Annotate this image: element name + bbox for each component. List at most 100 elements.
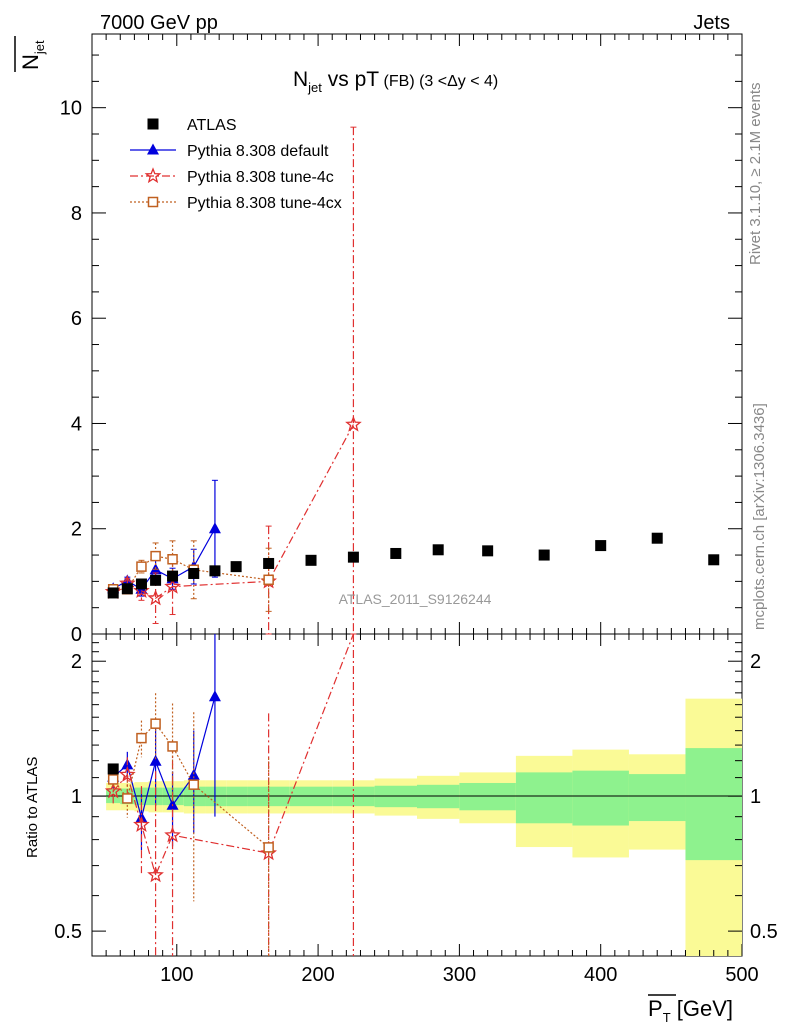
data-point-marker [122,793,133,804]
axis-ticks: 100 200 300 400 500 0 2 4 6 8 10 0.5 0.5 1 1 2 2 [54,34,778,986]
main-y-label-text: N [18,54,43,70]
data-point-marker [150,718,161,729]
ratio-band-inner [572,770,629,826]
series-line-main [112,424,354,599]
legend-label: Pythia 8.308 default [187,143,329,160]
title-range: (3 <Δy < 4) [419,73,498,90]
data-point-marker [482,545,494,557]
data-point-marker [263,557,275,569]
data-point-marker [147,118,159,130]
x-tick-label: 500 [725,964,758,986]
chart-title: Njet vs pT (FB) (3 <Δy < 4) [293,68,498,95]
svg-text:Njet: Njet [18,40,47,70]
x-tick-label: 300 [443,964,476,986]
x-tick-label: 400 [584,964,617,986]
data-point-marker [345,415,362,432]
ratio-y-tick-label-right: 2 [750,651,761,673]
ratio-band-inner [628,774,686,822]
x-tick-label: 100 [160,964,193,986]
data-point-marker [150,574,162,586]
x-tick-label: 200 [301,964,334,986]
data-point-marker [133,815,150,832]
data-point-marker [150,550,161,562]
data-point-marker [538,549,550,561]
series-pythia-8-308-default [107,479,221,597]
ratio-y-axis-label: Ratio to ATLAS [24,757,41,858]
data-point-marker [136,732,147,744]
ratio-y-tick-label-left: 1 [71,786,82,808]
x-label-sub: T [663,1010,671,1024]
svg-text:PT [GeV]: PT [GeV] [648,996,733,1024]
data-point-marker [121,583,133,595]
data-point-marker [147,866,164,883]
data-point-marker [149,754,162,766]
data-point-marker [164,577,181,594]
ratio-y-tick-label-left: 0.5 [54,921,82,943]
title-main-sub: jet [307,80,322,95]
data-point-marker [167,554,178,565]
main-y-tick-label: 8 [71,203,82,225]
main-y-axis-label: Njet [14,36,47,72]
data-point-marker [209,565,221,577]
legend: ATLAS Pythia 8.308 default Pythia 8.308 tu… [130,117,342,212]
x-label-text: P [648,996,663,1021]
data-point-marker [188,779,199,790]
title-small: (FB) [379,73,419,90]
data-point-marker [651,532,663,544]
data-point-marker [135,578,147,590]
legend-label: Pythia 8.308 tune-4c [187,169,334,186]
ratio-band-inner [515,772,573,824]
data-point-marker [119,765,136,782]
data-point-marker [432,544,444,556]
data-point-marker [167,741,178,752]
series-line-ratio [112,633,354,877]
data-point-marker [136,561,147,572]
data-series [104,126,720,956]
data-point-marker [107,763,119,775]
data-point-marker [708,554,720,566]
main-y-tick-label: 6 [71,308,82,330]
analysis-label: ATLAS_2011_S9126244 [339,591,492,607]
data-point-marker [208,522,221,534]
data-point-marker [167,570,179,582]
ratio-band-inner [417,784,460,809]
main-y-tick-label: 0 [71,624,82,646]
data-point-marker [107,774,119,785]
header-energy-label: 7000 GeV pp [100,12,218,34]
ratio-series-atlas [107,763,119,775]
data-point-marker [595,540,607,552]
main-y-tick-label: 2 [71,519,82,541]
ratio-band-inner [459,782,516,811]
series-atlas [107,532,720,599]
ratio-band-inner [685,748,742,861]
data-point-marker [188,567,200,579]
data-point-marker [230,561,242,573]
main-y-tick-label: 10 [60,98,82,120]
data-point-marker [305,554,317,566]
ratio-uncertainty-bands [106,698,742,956]
data-point-marker [147,589,164,606]
data-point-marker [187,768,200,780]
header-process-label: Jets [693,12,730,34]
data-point-marker [104,782,122,799]
rivet-version-label: Rivet 3.1.10, ≥ 2.1M events [747,83,764,266]
legend-label: ATLAS [187,117,237,134]
data-point-marker [107,587,119,599]
legend-label: Pythia 8.308 tune-4cx [187,195,342,212]
data-point-marker [208,690,221,702]
main-y-label-sub: jet [32,40,47,55]
ratio-series-pythia-8-308-tune-4cx [107,693,274,956]
mcplots-reference-label: mcplots.cern.ch [arXiv:1306.3436] [751,403,768,630]
data-point-marker [144,167,162,184]
data-point-marker [147,143,159,155]
data-point-marker [263,574,274,586]
x-label-unit: [GeV] [671,996,733,1021]
ratio-series-pythia-8-308-default [107,634,221,851]
title-main: N [293,68,308,91]
title-mid: vs pT [322,68,379,91]
data-point-marker [164,826,181,843]
data-point-marker [147,196,159,208]
ratio-y-tick-label-right: 0.5 [750,921,778,943]
ratio-y-tick-label-left: 2 [71,651,82,673]
